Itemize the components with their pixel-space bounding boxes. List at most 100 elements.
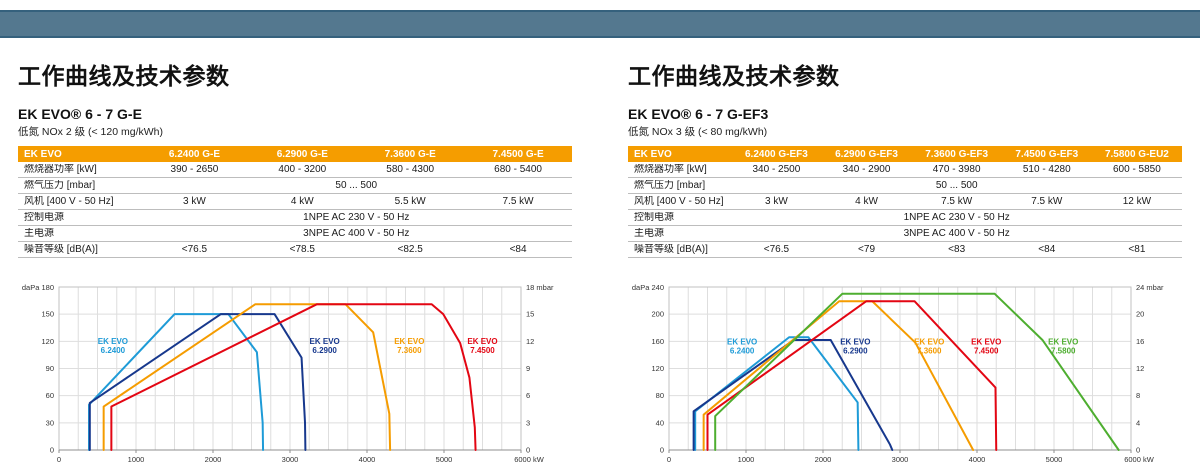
table-header-product: EK EVO	[634, 148, 672, 160]
row-label: 风机 [400 V - 50 Hz]	[634, 196, 724, 207]
svg-text:7.5800: 7.5800	[1051, 347, 1076, 356]
svg-text:1000: 1000	[128, 455, 145, 464]
content-area: 工作曲线及技术参数 EK EVO® 6 - 7 G-E 低氮 NOx 2 级 (…	[0, 38, 1200, 467]
svg-text:150: 150	[41, 310, 54, 319]
svg-text:15: 15	[526, 310, 534, 319]
svg-text:5000: 5000	[436, 455, 453, 464]
table-header-model: 7.5800 G-EU2	[1104, 148, 1169, 160]
svg-text:0: 0	[1136, 446, 1140, 455]
nox-class-label: 低氮 NOx 2 级 (< 120 mg/kWh)	[18, 126, 163, 138]
table-row: 主电源 3NPE AC 400 V - 50 Hz	[628, 226, 1182, 242]
svg-text:0: 0	[660, 446, 664, 455]
row-value: 340 - 2900	[842, 164, 891, 175]
series-ek-evo-7-4500	[706, 300, 998, 451]
series-ek-evo-7-3600	[702, 300, 975, 451]
table-row: 控制电源 1NPE AC 230 V - 50 Hz	[628, 210, 1182, 226]
svg-text:0: 0	[667, 455, 671, 464]
grid-lines	[669, 287, 1131, 450]
svg-text:12: 12	[526, 337, 534, 346]
row-value: 7.5 kW	[941, 196, 973, 207]
row-span-value: 50 ... 500	[935, 180, 978, 191]
row-label: 控制电源	[634, 212, 674, 223]
svg-text:160: 160	[651, 337, 664, 346]
spec-table: EK EVO 6.2400 G-EF3 6.2900 G-EF3 7.3600 G-E…	[628, 146, 1182, 258]
page-title: 工作曲线及技术参数	[18, 63, 230, 89]
row-value: 12 kW	[1122, 196, 1152, 207]
table-header-model: 6.2400 G-E	[168, 148, 221, 160]
series-ek-evo-6-2900	[88, 313, 307, 451]
table-row: 噪音等级 [dB(A)] <76.5 <79 <83 <84 <81	[628, 242, 1182, 258]
svg-text:6.2400: 6.2400	[730, 347, 755, 356]
chart-svg: 0 1000 2000 3000 4000 5000 6000 kW030609012015…	[22, 283, 554, 464]
svg-text:daPa 180: daPa 180	[22, 283, 54, 292]
row-value: 510 - 4280	[1022, 164, 1071, 175]
row-value: 7.5 kW	[1031, 196, 1063, 207]
svg-text:80: 80	[656, 391, 664, 400]
svg-text:0: 0	[57, 455, 61, 464]
table-header-model: 7.4500 G-E	[492, 148, 544, 160]
section-g-e: 工作曲线及技术参数 EK EVO® 6 - 7 G-E 低氮 NOx 2 级 (…	[18, 38, 572, 467]
grid-lines	[59, 287, 521, 450]
working-field-chart: 0 1000 2000 3000 4000 5000 6000 kW 0 40 80 120 160 2…	[628, 276, 1182, 467]
svg-text:8: 8	[1136, 391, 1140, 400]
row-value: <76.5	[181, 244, 208, 255]
axis-labels: 0 1000 2000 3000 4000 5000 6000 kW040801201602…	[632, 283, 1164, 464]
table-row: 燃气压力 [mbar] 50 ... 500	[628, 178, 1182, 194]
svg-text:7.4500: 7.4500	[974, 347, 999, 356]
svg-text:EK EVO: EK EVO	[840, 338, 870, 347]
svg-text:6.2900: 6.2900	[843, 347, 868, 356]
svg-text:2000: 2000	[205, 455, 222, 464]
svg-text:0: 0	[50, 446, 54, 455]
row-label: 风机 [400 V - 50 Hz]	[24, 196, 114, 207]
row-value: 4 kW	[855, 196, 878, 207]
working-field-chart: 0 1000 2000 3000 4000 5000 6000 kW 0 30 60 90 120 15…	[18, 276, 572, 467]
row-label: 燃气压力 [mbar]	[634, 180, 706, 191]
svg-text:16: 16	[1136, 337, 1144, 346]
header-band	[0, 10, 1200, 38]
row-value: <82.5	[397, 244, 423, 255]
row-value: 5.5 kW	[394, 196, 426, 207]
row-value: 340 - 2500	[752, 164, 801, 175]
table-header-product: EK EVO	[24, 148, 62, 160]
series-ek-evo-7-4500	[110, 303, 477, 451]
table-header-model: 7.4500 G-EF3	[1015, 148, 1079, 160]
series-ek-evo-6-2900	[692, 338, 894, 451]
row-value: <81	[1128, 244, 1146, 255]
svg-text:120: 120	[41, 337, 54, 346]
row-label: 主电源	[634, 228, 664, 239]
row-span-value: 50 ... 500	[335, 180, 378, 191]
row-value: 3 kW	[765, 196, 788, 207]
model-name: EK EVO® 6 - 7 G-EF3	[628, 106, 769, 122]
row-label: 噪音等级 [dB(A)]	[24, 244, 98, 255]
svg-text:6: 6	[526, 391, 530, 400]
row-label: 燃气压力 [mbar]	[24, 180, 96, 191]
series-ek-evo-7-3600	[102, 303, 392, 451]
svg-text:90: 90	[46, 364, 54, 373]
svg-text:20: 20	[1136, 310, 1144, 319]
svg-text:EK EVO: EK EVO	[971, 338, 1001, 347]
svg-text:30: 30	[46, 418, 54, 427]
row-value: <84	[1038, 244, 1056, 255]
svg-text:6000 kW: 6000 kW	[514, 455, 545, 464]
row-value: <83	[948, 244, 966, 255]
svg-text:12: 12	[1136, 364, 1144, 373]
svg-text:9: 9	[526, 364, 530, 373]
svg-text:EK EVO: EK EVO	[727, 338, 757, 347]
svg-text:EK EVO: EK EVO	[467, 337, 497, 346]
table-row: 燃气压力 [mbar] 50 ... 500	[18, 178, 572, 194]
row-value: <79	[858, 244, 876, 255]
svg-text:EK EVO: EK EVO	[310, 337, 340, 346]
row-value: <84	[509, 244, 527, 255]
svg-text:6.2400: 6.2400	[101, 346, 126, 355]
svg-text:1000: 1000	[738, 455, 755, 464]
row-label: 控制电源	[24, 212, 64, 223]
svg-text:EK EVO: EK EVO	[1048, 338, 1078, 347]
svg-text:18 mbar: 18 mbar	[526, 283, 554, 292]
table-row: 燃烧器功率 [kW] 390 - 2650 400 - 3200 580 - 4300…	[18, 162, 572, 178]
